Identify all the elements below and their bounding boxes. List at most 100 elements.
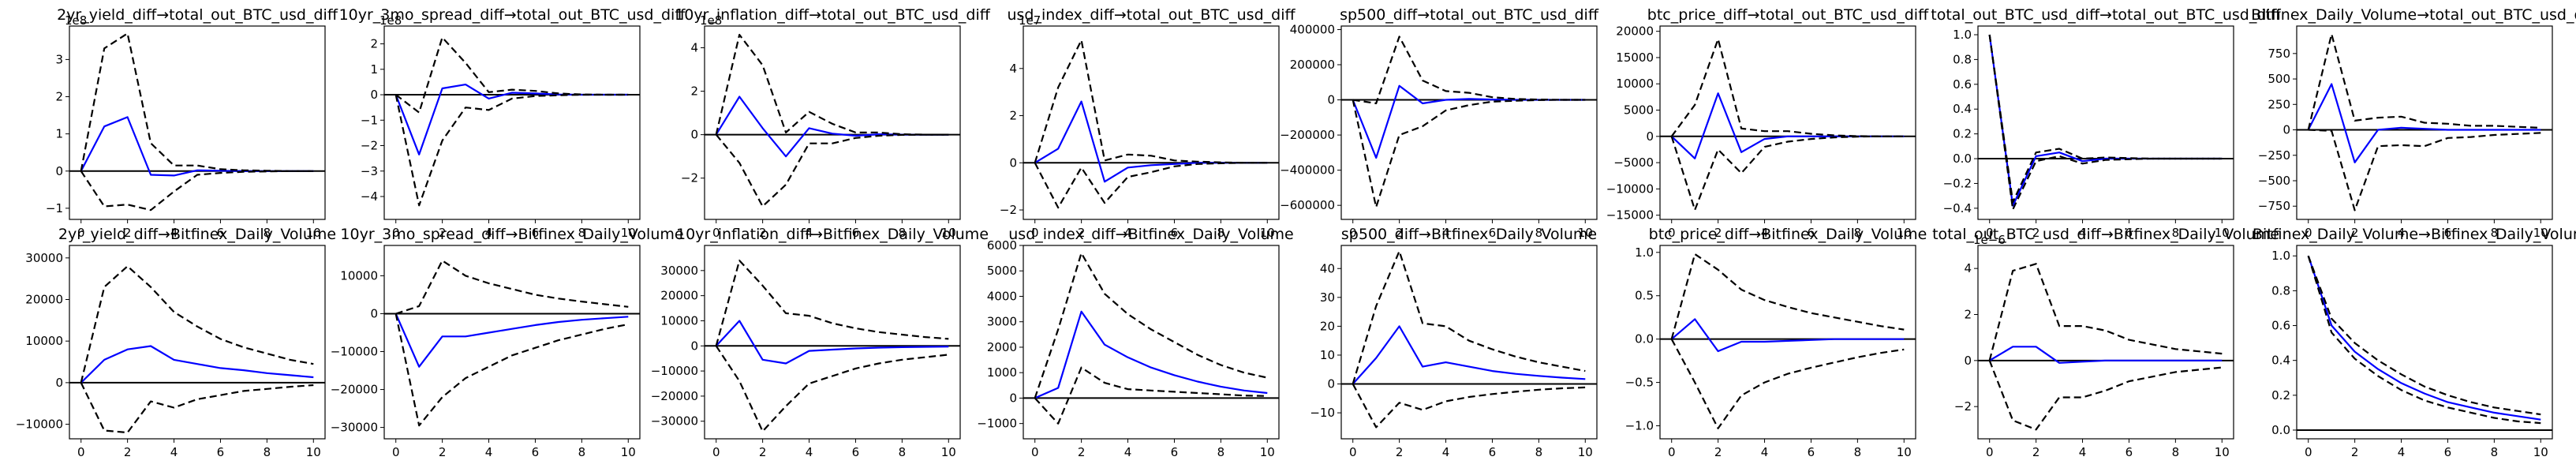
irf-panel-4: sp500_diff→total_out_BTC_usd_diff −600000…	[1280, 6, 1599, 240]
x-tick-label: 0	[1986, 226, 1994, 240]
panel-title: sp500_diff→total_out_BTC_usd_diff	[1340, 6, 1599, 24]
panel-title: 10yr_3mo_spread_diff→Bitfinex_Daily_Volu…	[340, 226, 683, 243]
y-tick-label: −30000	[331, 421, 378, 435]
axis-offset-label: 1e8	[65, 13, 87, 28]
x-tick-label: 0	[712, 445, 720, 459]
upper-band-line	[2307, 255, 2541, 416]
y-tick-label: 10000	[660, 313, 698, 328]
lower-band-line	[2308, 129, 2541, 212]
y-tick-label: 2	[690, 84, 698, 99]
x-tick-label: 8	[578, 445, 586, 459]
axis-offset-label: 1e8	[379, 13, 402, 28]
y-tick-label: −10000	[331, 345, 378, 359]
x-tick-label: 0	[2305, 226, 2312, 240]
x-tick-label: 8	[899, 445, 907, 459]
y-tick-label: 0.5	[1635, 289, 1654, 303]
x-tick-label: 2	[759, 445, 767, 459]
x-tick-label: 2	[1714, 445, 1722, 459]
y-tick-label: 2	[55, 90, 63, 104]
upper-band-line	[1988, 263, 2223, 361]
y-tick-label: −0.5	[1625, 376, 1654, 390]
x-tick-label: 10	[306, 226, 321, 240]
irf-panel-11: usd_index_diff→Bitfinex_Daily_Volume −100…	[977, 226, 1293, 459]
x-tick-label: 6	[1808, 445, 1815, 459]
irf-line	[1988, 34, 2223, 207]
y-tick-label: 0.6	[2271, 319, 2290, 333]
x-tick-label: 6	[1171, 445, 1179, 459]
upper-band-line	[395, 260, 629, 315]
upper-band-line	[715, 260, 949, 346]
x-tick-label: 10	[941, 445, 956, 459]
y-tick-label: 2	[370, 37, 378, 51]
y-tick-label: −400000	[1280, 163, 1335, 178]
x-tick-label: 10	[2533, 226, 2548, 240]
y-tick-label: 10000	[340, 268, 378, 283]
irf-panel-8: 2yr_yield_diff→Bitfinex_Daily_Volume −100…	[16, 226, 336, 459]
y-tick-label: 0	[1009, 155, 1017, 170]
x-tick-label: 6	[1489, 445, 1497, 459]
y-tick-label: 6000	[987, 238, 1017, 253]
y-tick-label: 1.0	[1953, 28, 1972, 42]
x-tick-label: 4	[170, 445, 178, 459]
y-tick-label: 250	[2268, 97, 2290, 111]
y-tick-label: 0.8	[1953, 52, 1972, 66]
axes-frame	[383, 245, 641, 440]
upper-band-line	[1352, 250, 1586, 384]
y-tick-label: 5000	[987, 264, 1017, 278]
x-tick-label: 0	[1349, 445, 1357, 459]
x-tick-label: 6	[2125, 226, 2133, 240]
x-tick-label: 4	[806, 226, 813, 240]
x-tick-label: 6	[1171, 226, 1179, 240]
y-tick-label: −10000	[1606, 182, 1654, 196]
y-tick-label: −30000	[651, 414, 698, 429]
x-tick-label: 6	[852, 226, 860, 240]
irf-line	[2307, 255, 2541, 421]
y-tick-label: 0	[55, 164, 63, 178]
y-tick-label: 1.0	[1635, 245, 1654, 260]
lower-band-line	[394, 313, 629, 427]
lower-band-line	[2307, 255, 2541, 425]
y-tick-label: 20	[1320, 319, 1335, 333]
x-tick-label: 6	[1489, 226, 1497, 240]
y-tick-label: 20000	[660, 289, 698, 303]
x-tick-label: 6	[2444, 445, 2452, 459]
y-tick-label: −2	[681, 171, 698, 185]
y-tick-label: 30000	[25, 251, 63, 265]
x-tick-label: 2	[1396, 226, 1404, 240]
irf-line	[1989, 346, 2223, 364]
irf-line	[715, 95, 949, 158]
axes-frame	[1340, 245, 1598, 440]
panel-title: 10yr_inflation_diff→Bitfinex_Daily_Volum…	[676, 226, 989, 243]
x-tick-label: 10	[2215, 226, 2230, 240]
panel-title: 2yr_yield_diff→total_out_BTC_usd_diff	[57, 6, 338, 24]
y-tick-label: 500	[2268, 72, 2290, 86]
y-tick-label: 0	[1327, 377, 1335, 391]
lower-band-line	[715, 345, 949, 432]
irf-panel-0: 2yr_yield_diff→total_out_BTC_usd_diff1e8…	[46, 6, 338, 240]
irf-line	[80, 116, 314, 177]
y-tick-label: 400000	[1290, 22, 1335, 36]
y-tick-label: 0.0	[1635, 332, 1654, 346]
y-tick-label: 0	[690, 128, 698, 142]
upper-band-line	[1670, 253, 1905, 339]
x-tick-label: 8	[899, 226, 907, 240]
x-tick-label: 0	[1349, 226, 1357, 240]
irf-panel-5: btc_price_diff→total_out_BTC_usd_diff −15…	[1606, 6, 1929, 240]
axes-frame	[1340, 25, 1598, 220]
x-tick-label: 2	[1078, 445, 1086, 459]
y-tick-label: −10000	[651, 364, 698, 378]
irf-line	[1670, 318, 1905, 353]
x-tick-label: 4	[1124, 445, 1132, 459]
x-tick-label: 6	[217, 445, 225, 459]
y-tick-label: −2	[1000, 203, 1017, 217]
lower-band-line	[1670, 135, 1905, 212]
panel-title: btc_price_diff→total_out_BTC_usd_diff	[1647, 6, 1929, 24]
irf-line	[1670, 92, 1905, 159]
irf-line	[80, 345, 314, 384]
x-tick-label: 2	[1396, 445, 1404, 459]
x-tick-label: 10	[1260, 226, 1275, 240]
x-tick-label: 4	[2079, 445, 2087, 459]
x-tick-label: 10	[1897, 445, 1912, 459]
x-tick-label: 6	[217, 226, 225, 240]
y-tick-label: 0	[1964, 354, 1972, 368]
